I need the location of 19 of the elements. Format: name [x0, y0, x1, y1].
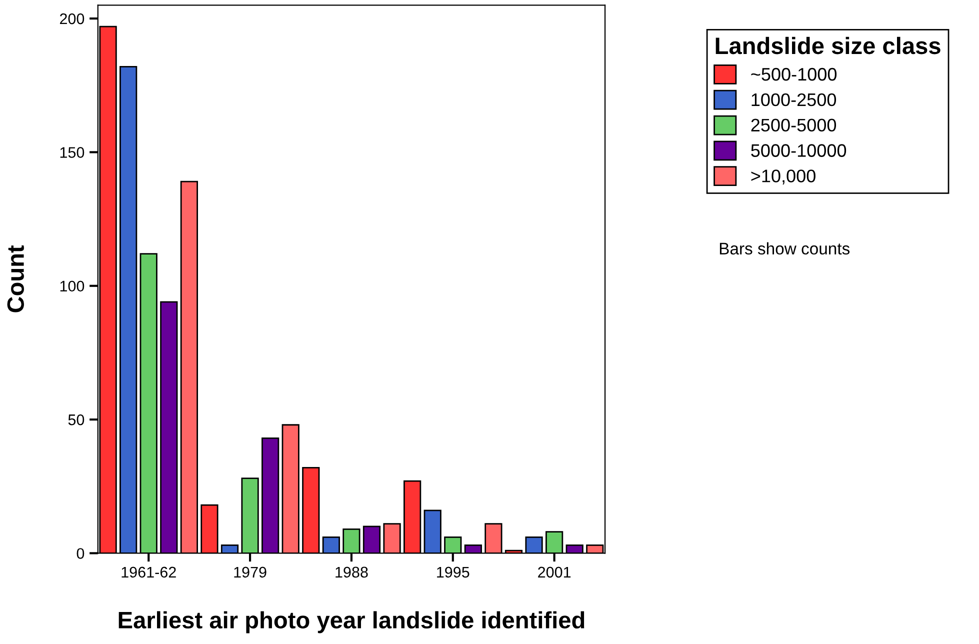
legend-label: 5000-10000: [751, 144, 846, 157]
x-tick-label: 2001: [538, 566, 571, 578]
y-tick-label: 200: [60, 13, 84, 24]
text: Bars show counts: [720, 242, 850, 255]
legend-label: 1000-2500: [752, 93, 836, 106]
x-tick-label: 1995: [437, 566, 470, 578]
y-tick-label: 0: [76, 548, 84, 559]
legend-title: Landslide size class: [716, 36, 940, 54]
y-tick-label: 100: [60, 280, 84, 292]
x-axis-title: Earliest air photo year landslide identified: [118, 611, 584, 634]
legend-label: 2500-5000: [751, 118, 836, 132]
legend-label: ~500-1000: [751, 68, 837, 81]
y-axis-title: Count: [7, 245, 24, 312]
x-tick-label: 1979: [234, 566, 266, 578]
y-tick-label: 50: [68, 414, 84, 426]
legend-label: >10,000: [751, 170, 816, 184]
x-tick-label: 1961-62: [122, 566, 176, 578]
x-tick-label: 1988: [336, 566, 368, 578]
y-tick-label: 150: [60, 147, 84, 158]
